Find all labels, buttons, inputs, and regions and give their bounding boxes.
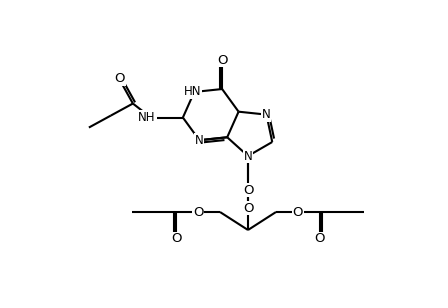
Text: N: N xyxy=(195,134,204,147)
Text: N: N xyxy=(262,108,271,121)
Text: N: N xyxy=(244,149,252,163)
Text: O: O xyxy=(115,72,125,85)
Text: O: O xyxy=(315,233,325,245)
Text: HN: HN xyxy=(184,85,201,99)
Text: O: O xyxy=(293,205,303,218)
Text: O: O xyxy=(243,184,253,197)
Text: O: O xyxy=(193,205,203,218)
Text: O: O xyxy=(217,54,228,67)
Text: O: O xyxy=(171,233,181,245)
Text: O: O xyxy=(243,201,253,214)
Text: NH: NH xyxy=(138,111,155,124)
